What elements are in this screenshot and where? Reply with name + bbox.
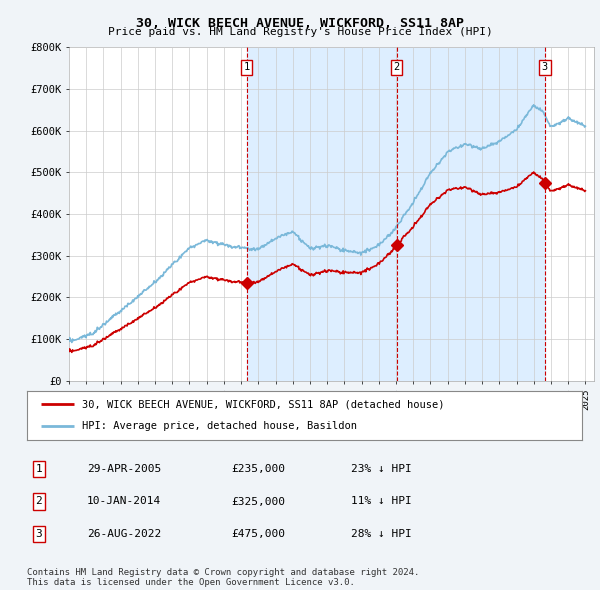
Text: 11% ↓ HPI: 11% ↓ HPI [351, 497, 412, 506]
Text: 1: 1 [35, 464, 43, 474]
Text: Price paid vs. HM Land Registry's House Price Index (HPI): Price paid vs. HM Land Registry's House … [107, 27, 493, 37]
Text: £475,000: £475,000 [231, 529, 285, 539]
Text: 3: 3 [35, 529, 43, 539]
Bar [247, 47, 545, 381]
Text: 28% ↓ HPI: 28% ↓ HPI [351, 529, 412, 539]
Text: 30, WICK BEECH AVENUE, WICKFORD, SS11 8AP (detached house): 30, WICK BEECH AVENUE, WICKFORD, SS11 8A… [83, 399, 445, 409]
Text: 1: 1 [244, 62, 250, 72]
Text: £235,000: £235,000 [231, 464, 285, 474]
Text: 3: 3 [542, 62, 548, 72]
Text: HPI: Average price, detached house, Basildon: HPI: Average price, detached house, Basi… [83, 421, 358, 431]
Text: 23% ↓ HPI: 23% ↓ HPI [351, 464, 412, 474]
Text: 10-JAN-2014: 10-JAN-2014 [87, 497, 161, 506]
Text: 2: 2 [394, 62, 400, 72]
Text: £325,000: £325,000 [231, 497, 285, 506]
Text: 2: 2 [35, 497, 43, 506]
Text: 29-APR-2005: 29-APR-2005 [87, 464, 161, 474]
Text: Contains HM Land Registry data © Crown copyright and database right 2024.
This d: Contains HM Land Registry data © Crown c… [27, 568, 419, 587]
Text: 30, WICK BEECH AVENUE, WICKFORD, SS11 8AP: 30, WICK BEECH AVENUE, WICKFORD, SS11 8A… [136, 17, 464, 30]
Text: 26-AUG-2022: 26-AUG-2022 [87, 529, 161, 539]
